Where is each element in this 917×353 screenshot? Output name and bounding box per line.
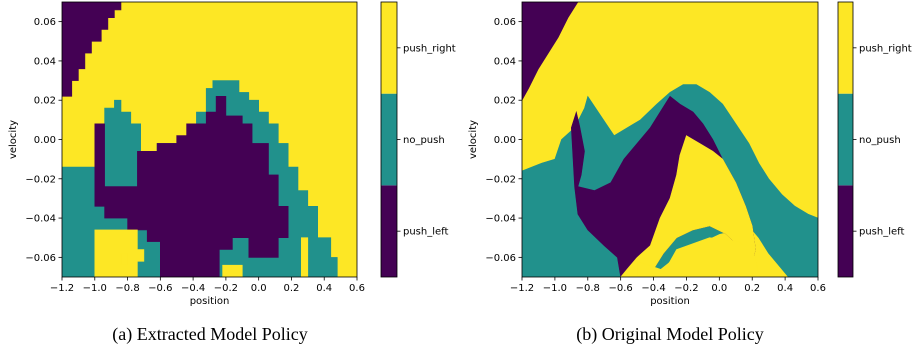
- colorbar-frame: [837, 1, 854, 278]
- y-tick-label: −0.02: [25, 174, 56, 185]
- caption-original: (b) Original Model Policy: [576, 324, 763, 345]
- y-tick-label: −0.04: [25, 214, 56, 225]
- y-tick-label: 0.00: [34, 135, 56, 146]
- policy-regions: [522, 2, 818, 277]
- panel-extracted-policy: −1.2 −1.0 −0.8 −0.6 −0.4 −0.2 0.0 0.2 0.4 0.6 −0.0…: [8, 1, 456, 307]
- colorbar-label: no_push: [859, 135, 901, 146]
- y-tick-label: 0.02: [494, 96, 516, 107]
- region-push-left-0: [62, 2, 122, 97]
- region-push-left-2: [94, 96, 289, 277]
- colorbar-label: no_push: [403, 135, 445, 146]
- y-tick-label: 0.02: [34, 96, 56, 107]
- x-tick-label: −0.8: [115, 283, 139, 294]
- x-tick-label: −0.4: [641, 283, 665, 294]
- y-axis-label: velocity: [468, 120, 479, 159]
- x-tick-label: 0.0: [711, 283, 727, 294]
- colorbar-label: push_left: [403, 227, 449, 238]
- x-tick-label: −1.0: [83, 283, 107, 294]
- x-tick-label: −1.0: [543, 283, 567, 294]
- x-tick-label: −0.8: [576, 283, 600, 294]
- colorbar-label: push_left: [859, 227, 905, 238]
- panel-original-policy: −1.2 −1.0 −0.8 −0.6 −0.4 −0.2 0.0 0.2 0.4 0.6 −0.0…: [468, 1, 912, 307]
- y-tick-label: −0.02: [485, 174, 516, 185]
- x-tick-label: −0.6: [148, 283, 172, 294]
- region-push-left-0: [522, 2, 579, 101]
- region-push-right-5: [222, 264, 243, 277]
- colorbar-label: push_right: [403, 43, 456, 54]
- y-tick-label: 0.04: [494, 56, 516, 67]
- x-tick-label: 0.6: [810, 283, 826, 294]
- colorbar-segment-no-push: [838, 93, 853, 186]
- colorbar-segment-push-right: [838, 2, 853, 94]
- policy-regions: [62, 2, 338, 277]
- region-push-right-4: [636, 260, 671, 277]
- x-tick-label: −1.2: [50, 283, 74, 294]
- region-push-right-5: [659, 237, 760, 277]
- y-tick-label: 0.04: [34, 56, 56, 67]
- caption-extracted: (a) Extracted Model Policy: [112, 324, 307, 345]
- colorbar-label: push_right: [859, 43, 912, 54]
- x-axis-label: position: [650, 296, 690, 307]
- region-push-right-3: [94, 229, 145, 277]
- colorbar-segment-push-right: [381, 2, 397, 94]
- x-tick-label: −0.2: [674, 283, 698, 294]
- y-axis-label: velocity: [8, 120, 19, 159]
- x-tick-label: 0.6: [349, 283, 365, 294]
- x-tick-label: −0.6: [609, 283, 633, 294]
- x-tick-label: 0.4: [777, 283, 793, 294]
- y-tick-label: −0.06: [485, 253, 516, 264]
- y-tick-label: 0.06: [34, 17, 56, 28]
- y-tick-label: 0.00: [494, 135, 516, 146]
- x-tick-label: 0.4: [316, 283, 332, 294]
- x-tick-label: −1.2: [510, 283, 534, 294]
- x-tick-label: −0.2: [214, 283, 238, 294]
- y-tick-label: −0.04: [485, 214, 516, 225]
- colorbar-segment-push-left: [381, 185, 397, 277]
- y-tick-label: 0.06: [494, 17, 516, 28]
- colorbar-segment-no-push: [381, 93, 397, 186]
- x-axis-label: position: [190, 296, 230, 307]
- x-tick-label: 0.2: [283, 283, 299, 294]
- colorbar-frame: [380, 1, 398, 278]
- x-tick-label: 0.2: [744, 283, 760, 294]
- x-tick-label: −0.4: [181, 283, 205, 294]
- region-push-right-6: [300, 237, 309, 277]
- region-push-right-3: [620, 135, 756, 277]
- region-push-right-4: [120, 253, 128, 266]
- y-tick-label: −0.06: [25, 253, 56, 264]
- colorbar-segment-push-left: [838, 185, 853, 277]
- x-tick-label: 0.0: [251, 283, 267, 294]
